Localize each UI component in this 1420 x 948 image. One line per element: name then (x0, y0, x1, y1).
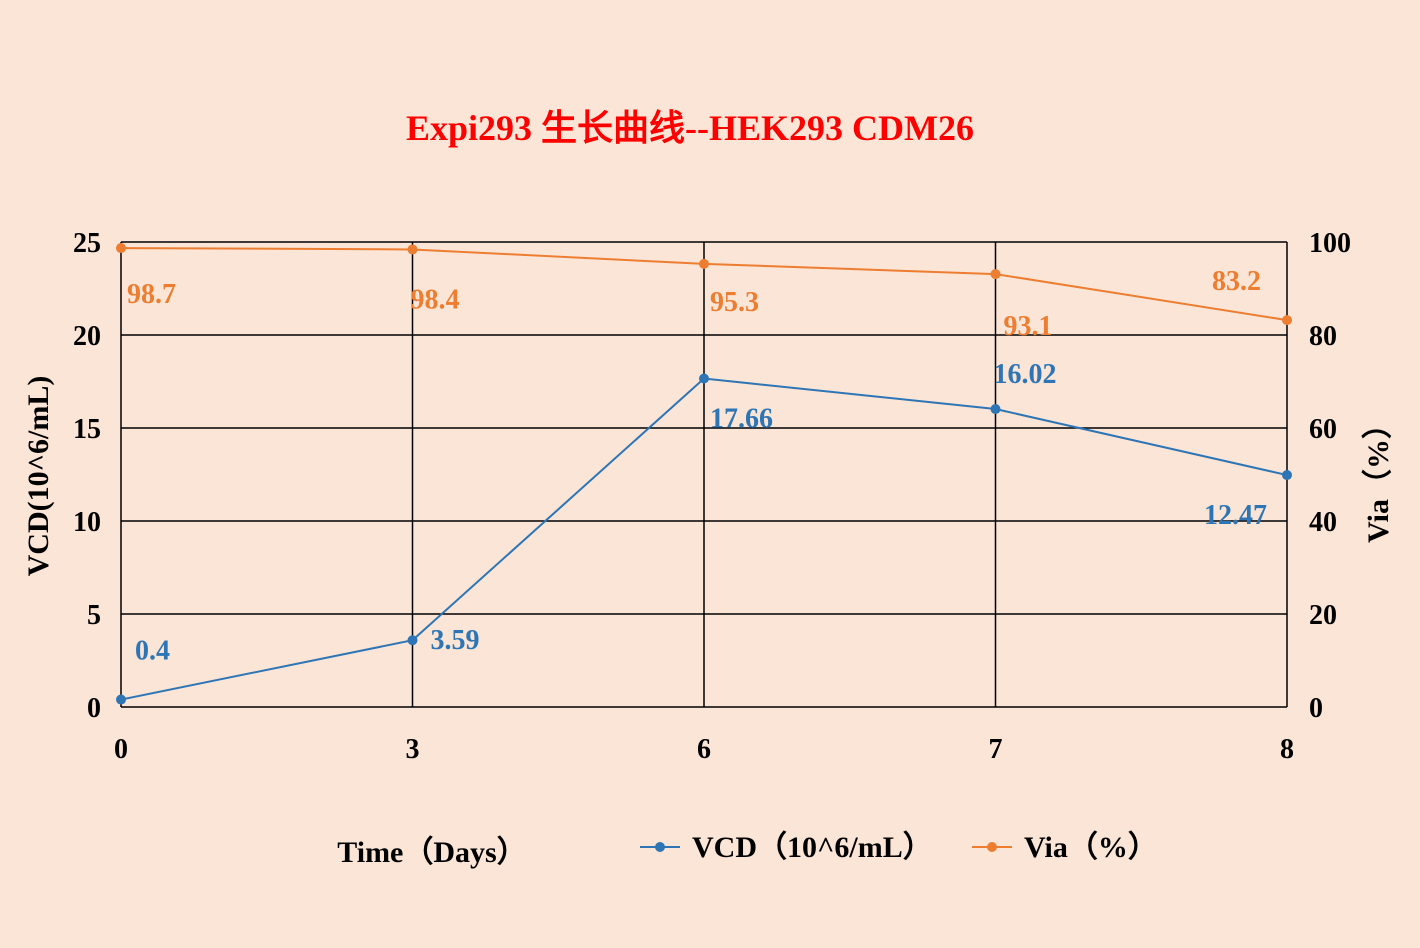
legend-marker-vcd (655, 842, 665, 852)
series-0-label-1: 3.59 (431, 625, 480, 656)
legend-label-vcd: VCD（10^6/mL） (692, 830, 933, 864)
series-1-point-0 (116, 243, 126, 254)
series-1-label-1: 98.4 (411, 284, 460, 315)
x-tick-label-3: 7 (989, 734, 1003, 765)
y2-tick-label-3: 60 (1309, 414, 1337, 445)
y2-tick-label-5: 100 (1309, 228, 1351, 259)
series-1-label-4: 83.2 (1212, 266, 1261, 297)
y-axis-ticks: 0 5 10 15 20 25 (73, 228, 101, 724)
y-tick-label-3: 15 (73, 414, 101, 445)
y2-tick-label-4: 80 (1309, 321, 1337, 352)
series-1-point-4 (1282, 315, 1292, 326)
y2-axis-title: Via（%） (1361, 409, 1395, 543)
series-0-point-4 (1282, 470, 1292, 481)
series-0-label-3: 16.02 (994, 359, 1057, 390)
x-tick-label-2: 6 (697, 734, 711, 765)
x-axis-ticks: 0 3 6 7 8 (114, 734, 1294, 765)
legend-marker-via (987, 842, 997, 852)
x-tick-label-0: 0 (114, 734, 128, 765)
y2-tick-label-1: 20 (1309, 600, 1337, 631)
series-0-point-0 (116, 694, 126, 705)
series-0-point-1 (407, 635, 418, 646)
y2-tick-label-2: 40 (1309, 507, 1337, 538)
series-0-label-4: 12.47 (1204, 500, 1267, 531)
data-labels: 0.4 3.59 17.66 16.02 12.47 98.7 98.4 95.3 93.1 83… (127, 266, 1267, 666)
y-tick-label-4: 20 (73, 321, 101, 352)
series-1-point-1 (407, 244, 418, 255)
y-tick-label-2: 10 (73, 507, 101, 538)
y-axis-title: VCD(10^6/mL) (22, 376, 55, 577)
y-tick-label-1: 5 (87, 600, 101, 631)
y2-axis-ticks: 0 20 40 60 80 100 (1309, 228, 1351, 724)
chart-title: Expi293 生长曲线--HEK293 CDM26 (406, 108, 974, 148)
series-0-label-0: 0.4 (135, 636, 170, 667)
x-axis-title: Time（Days） (337, 835, 526, 869)
y-tick-label-0: 0 (87, 693, 101, 724)
series-0-point-3 (990, 404, 1001, 415)
series-1-point-2 (699, 258, 709, 269)
y-tick-label-5: 25 (73, 228, 101, 259)
legend-label-via: Via（%） (1024, 830, 1158, 864)
series-0-point-2 (699, 373, 709, 384)
series-1-label-3: 93.1 (1004, 311, 1053, 342)
legend: VCD（10^6/mL） Via（%） (640, 830, 1158, 864)
x-tick-label-1: 3 (406, 734, 420, 765)
series-1-label-2: 95.3 (710, 287, 759, 318)
series-1-point-3 (990, 269, 1001, 280)
series-group (116, 243, 1292, 705)
legend-item-vcd: VCD（10^6/mL） (640, 830, 933, 864)
series-1-label-0: 98.7 (127, 279, 176, 310)
y2-tick-label-0: 0 (1309, 693, 1323, 724)
grid (120, 241, 1288, 708)
series-0-label-2: 17.66 (710, 404, 773, 435)
legend-item-via: Via（%） (972, 830, 1158, 864)
x-tick-label-4: 8 (1280, 734, 1294, 765)
